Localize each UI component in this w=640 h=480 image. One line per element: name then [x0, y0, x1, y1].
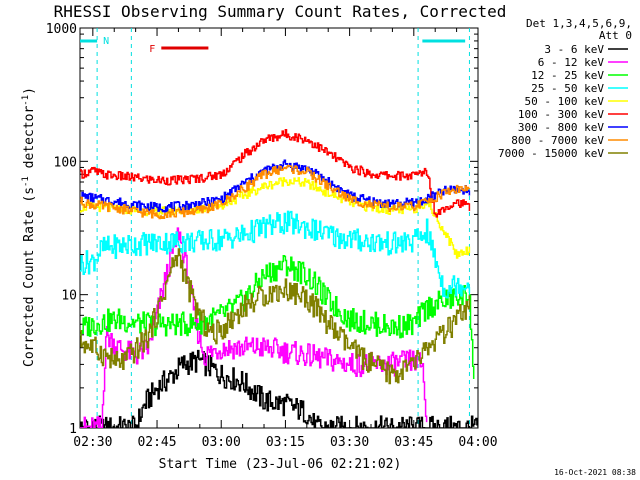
y-axis-label-sup-1: -1 [21, 176, 31, 187]
observing-annotations: NF [80, 28, 470, 428]
series-3-6-kev [80, 349, 478, 428]
y-tick-label: 100 [54, 155, 77, 170]
series-line [80, 164, 471, 220]
series-12-25-kev [80, 254, 475, 379]
x-tick-label: 03:30 [330, 435, 369, 450]
x-tick-label: 03:00 [202, 435, 241, 450]
legend-header-line-2: Att 0 [599, 29, 632, 42]
legend-entry-label: 7000 - 15000 keV [498, 147, 604, 160]
legend-entry-label: 12 - 25 keV [531, 69, 604, 82]
night-label: N [103, 36, 109, 47]
legend-entry-label: 6 - 12 keV [538, 56, 605, 69]
legend-entry-label: 50 - 100 keV [525, 95, 605, 108]
x-tick-label: 02:30 [73, 435, 112, 450]
chart-title: RHESSI Observing Summary Count Rates, Co… [54, 2, 507, 21]
legend-entry-label: 100 - 300 keV [518, 108, 604, 121]
series-7000-15000-kev [80, 248, 471, 385]
y-axis-label-sup-2: -1 [21, 95, 31, 106]
x-tick-label: 03:45 [394, 435, 433, 450]
y-tick-label: 1000 [46, 22, 77, 37]
y-axis-label-part-2: detector [22, 106, 37, 177]
series-line [80, 248, 471, 385]
series-25-50-kev [80, 210, 471, 299]
legend-entry-label: 800 - 7000 keV [511, 134, 604, 147]
series-line [80, 349, 478, 428]
y-axis-label-part-3: ) [22, 87, 37, 95]
flare-label: F [149, 44, 155, 55]
series-line [80, 129, 471, 218]
y-tick-label: 10 [61, 289, 77, 304]
series-800-7000-kev [80, 164, 471, 220]
series-line [80, 210, 471, 299]
legend-entry-label: 25 - 50 keV [531, 82, 604, 95]
legend-header-line-1: Det 1,3,4,5,6,9, [526, 17, 632, 30]
series-100-300-kev [80, 129, 471, 218]
legend-entry-label: 300 - 800 keV [518, 121, 604, 134]
x-axis-label: Start Time (23-Jul-06 02:21:02) [159, 457, 402, 472]
y-axis-label-part-1: Corrected Count Rate (s [22, 187, 37, 367]
y-tick-label: 1 [69, 422, 77, 437]
y-axis-label: Corrected Count Rate (s-1 detector-1) [21, 87, 37, 367]
x-tick-label: 04:00 [458, 435, 497, 450]
data-series [80, 129, 478, 428]
x-tick-label: 03:15 [266, 435, 305, 450]
plot-axes: 02:30 02:45 03:00 03:15 03:30 03:45 04:00 1 10 10… [46, 22, 498, 450]
series-line [80, 254, 475, 379]
plot-frame [79, 27, 479, 429]
x-tick-label: 02:45 [137, 435, 176, 450]
legend-entry-label: 3 - 6 keV [544, 43, 604, 56]
generation-timestamp: 16-Oct-2021 08:38 [554, 468, 636, 477]
